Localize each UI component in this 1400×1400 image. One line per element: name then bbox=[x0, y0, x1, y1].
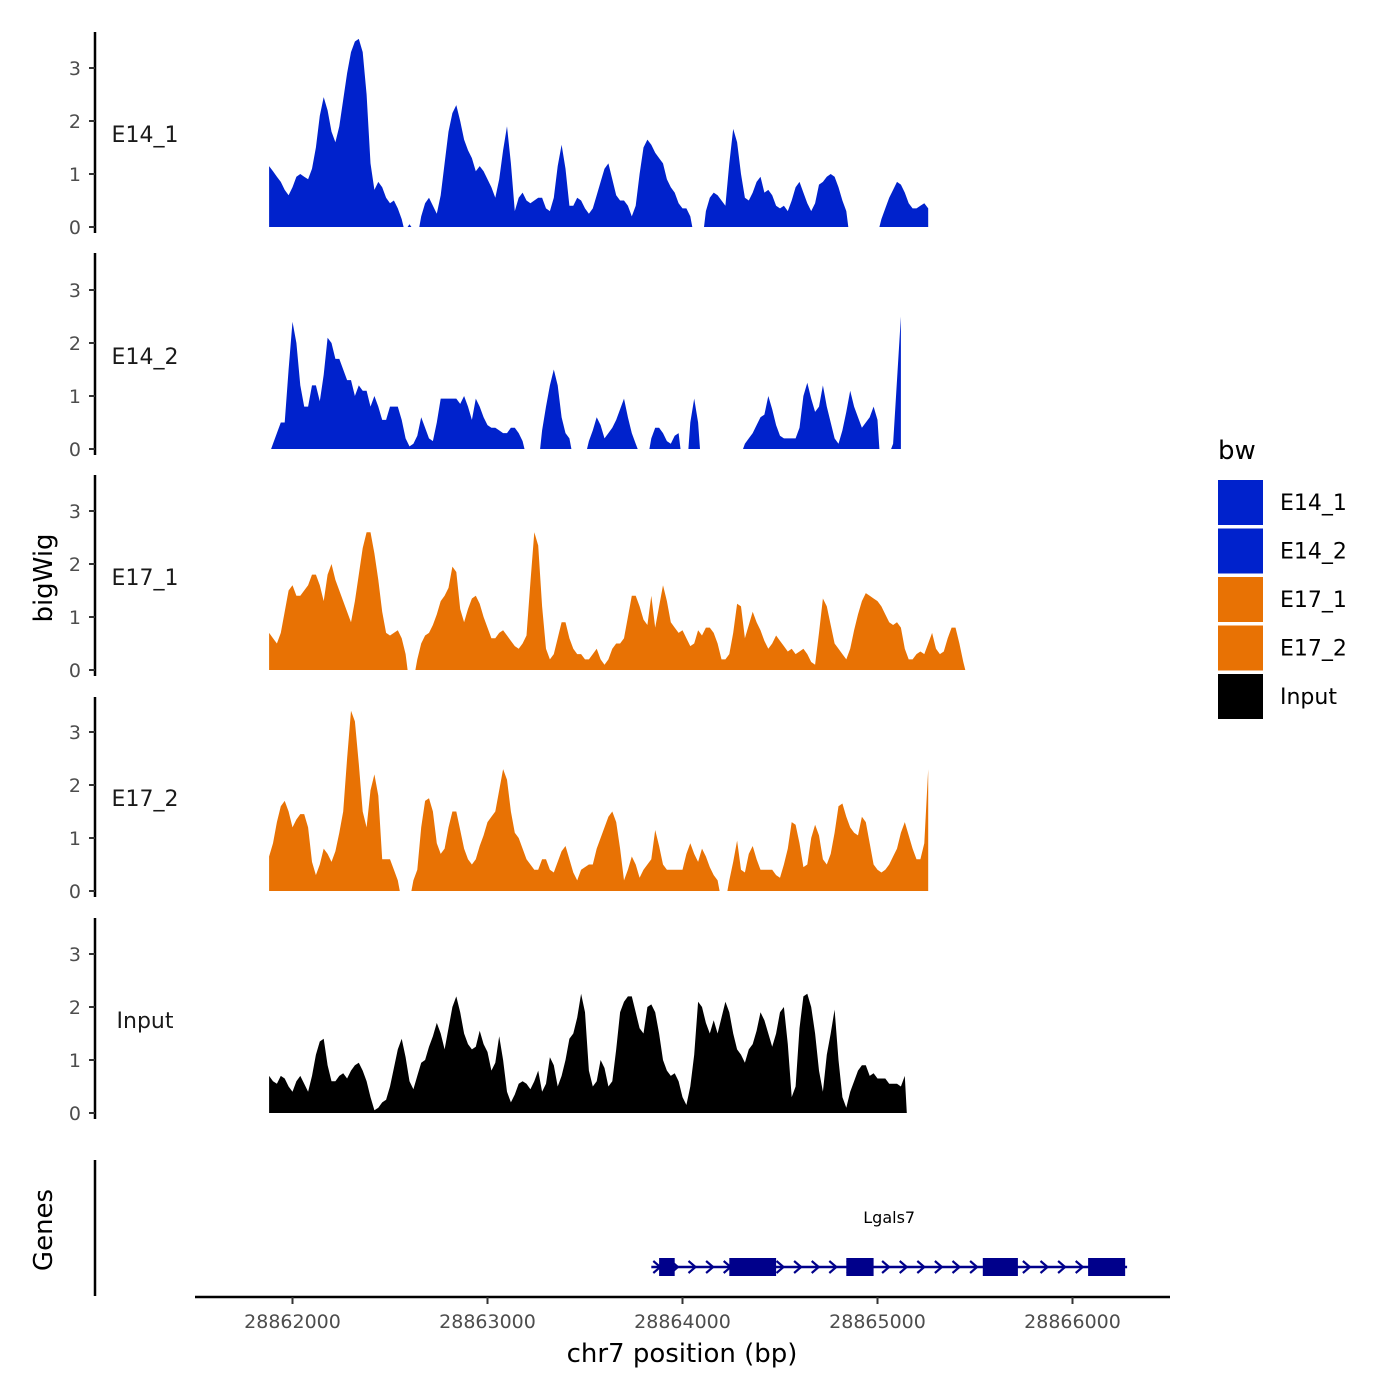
strand-arrow bbox=[775, 1260, 786, 1274]
legend-item: Input bbox=[1218, 674, 1337, 719]
area-input bbox=[269, 993, 907, 1113]
exon bbox=[729, 1258, 777, 1276]
legend-swatch bbox=[1218, 528, 1263, 574]
strand-arrow bbox=[916, 1260, 926, 1274]
strand-arrow bbox=[1039, 1260, 1050, 1274]
gene-lgals7: Lgals7 bbox=[651, 1208, 1128, 1276]
y-tick-label: 1 bbox=[69, 828, 81, 850]
strand-arrow bbox=[934, 1260, 944, 1274]
y-axis-title: bigWig bbox=[29, 533, 59, 622]
y-tick-label: 1 bbox=[69, 386, 81, 408]
legend-swatch bbox=[1218, 674, 1263, 719]
y-tick-label: 3 bbox=[69, 501, 81, 523]
y-tick-label: 1 bbox=[69, 1050, 81, 1072]
panel-label: E17_1 bbox=[112, 566, 179, 591]
panel-label: E17_2 bbox=[112, 787, 179, 812]
panel-input: 0 1 2 3 Input bbox=[69, 918, 907, 1125]
legend-label: Input bbox=[1280, 685, 1337, 710]
panel-label: E14_1 bbox=[112, 123, 179, 148]
strand-arrow bbox=[1022, 1260, 1032, 1274]
strand-arrow bbox=[951, 1260, 962, 1274]
legend-item: E17_2 bbox=[1218, 625, 1347, 671]
legend-label: E14_2 bbox=[1280, 540, 1347, 565]
y-tick-label: 3 bbox=[69, 280, 81, 302]
strand-arrow bbox=[705, 1260, 715, 1274]
exon bbox=[659, 1258, 675, 1276]
x-tick-label: 28866000 bbox=[1024, 1311, 1121, 1333]
gene-track-panel: Lgals7 bbox=[93, 1160, 1128, 1296]
legend-item: E14_1 bbox=[1218, 480, 1347, 525]
exon bbox=[982, 1258, 1018, 1276]
y-tick-label: 2 bbox=[69, 333, 81, 355]
y-tick-label: 1 bbox=[69, 164, 81, 186]
y-tick-label: 0 bbox=[69, 881, 81, 903]
panel-e14-1: 0 1 2 3 E14_1 bbox=[69, 32, 929, 239]
exon bbox=[1088, 1258, 1126, 1276]
legend-item: E17_1 bbox=[1218, 577, 1347, 622]
legend-swatch bbox=[1218, 625, 1263, 671]
y-tick-label: 3 bbox=[69, 944, 81, 966]
legend-label: E17_1 bbox=[1280, 588, 1347, 613]
y-tick-label: 2 bbox=[69, 111, 81, 133]
area-e14-1 bbox=[269, 38, 929, 228]
legend-title: bw bbox=[1218, 436, 1256, 466]
x-tick-label: 28862000 bbox=[244, 1311, 341, 1333]
legend-swatch bbox=[1218, 577, 1263, 622]
y-tick-label: 2 bbox=[69, 554, 81, 576]
strand-arrow bbox=[828, 1260, 838, 1274]
area-e17-2 bbox=[269, 710, 929, 891]
y-tick-label: 3 bbox=[69, 58, 81, 80]
strand-arrow bbox=[687, 1260, 698, 1274]
strand-arrow bbox=[810, 1260, 821, 1274]
y-tick-label: 1 bbox=[69, 607, 81, 629]
strand-arrow bbox=[969, 1260, 979, 1274]
legend: bw E14_1 E14_2 E17_1 E17_2 Input bbox=[1218, 436, 1347, 719]
panel-e14-2: 0 1 2 3 E14_2 bbox=[69, 253, 901, 461]
x-axis: 28862000 28863000 28864000 28865000 28866000 bbox=[195, 1295, 1170, 1333]
panel-e17-1: 0 1 2 3 E17_1 bbox=[69, 475, 966, 682]
strand-arrow bbox=[1057, 1260, 1067, 1274]
strand-arrow bbox=[1074, 1260, 1085, 1274]
x-tick-label: 28865000 bbox=[829, 1311, 926, 1333]
panel-label: E14_2 bbox=[112, 345, 179, 370]
y-tick-label: 2 bbox=[69, 775, 81, 797]
exon bbox=[846, 1258, 874, 1276]
y-tick-label: 0 bbox=[69, 1103, 81, 1125]
legend-label: E17_2 bbox=[1280, 637, 1347, 662]
legend-swatch bbox=[1218, 480, 1263, 525]
x-axis-title: chr7 position (bp) bbox=[567, 1339, 798, 1369]
x-tick-label: 28864000 bbox=[634, 1311, 731, 1333]
legend-label: E14_1 bbox=[1280, 491, 1347, 516]
y-tick-label: 0 bbox=[69, 660, 81, 682]
y-tick-label: 0 bbox=[69, 217, 81, 239]
panel-label: Input bbox=[117, 1009, 174, 1034]
gene-label: Lgals7 bbox=[863, 1208, 915, 1227]
track-panels: 0 1 2 3 E14_1 0 1 2 3 E14_2 0 1 2 3 E17_1 0 1 2 3 E17_2 0 1 2 3… bbox=[69, 32, 966, 1125]
strand-arrow bbox=[881, 1260, 891, 1274]
y-tick-label: 3 bbox=[69, 722, 81, 744]
strand-arrow bbox=[898, 1260, 909, 1274]
x-tick-label: 28863000 bbox=[439, 1311, 536, 1333]
area-e17-1 bbox=[269, 532, 966, 670]
panel-e17-2: 0 1 2 3 E17_2 bbox=[69, 697, 929, 903]
y-tick-label: 0 bbox=[69, 439, 81, 461]
strand-arrow bbox=[793, 1260, 803, 1274]
legend-item: E14_2 bbox=[1218, 528, 1347, 574]
y-tick-label: 2 bbox=[69, 997, 81, 1019]
genes-axis-title: Genes bbox=[29, 1189, 59, 1271]
area-e14-2 bbox=[271, 316, 901, 449]
